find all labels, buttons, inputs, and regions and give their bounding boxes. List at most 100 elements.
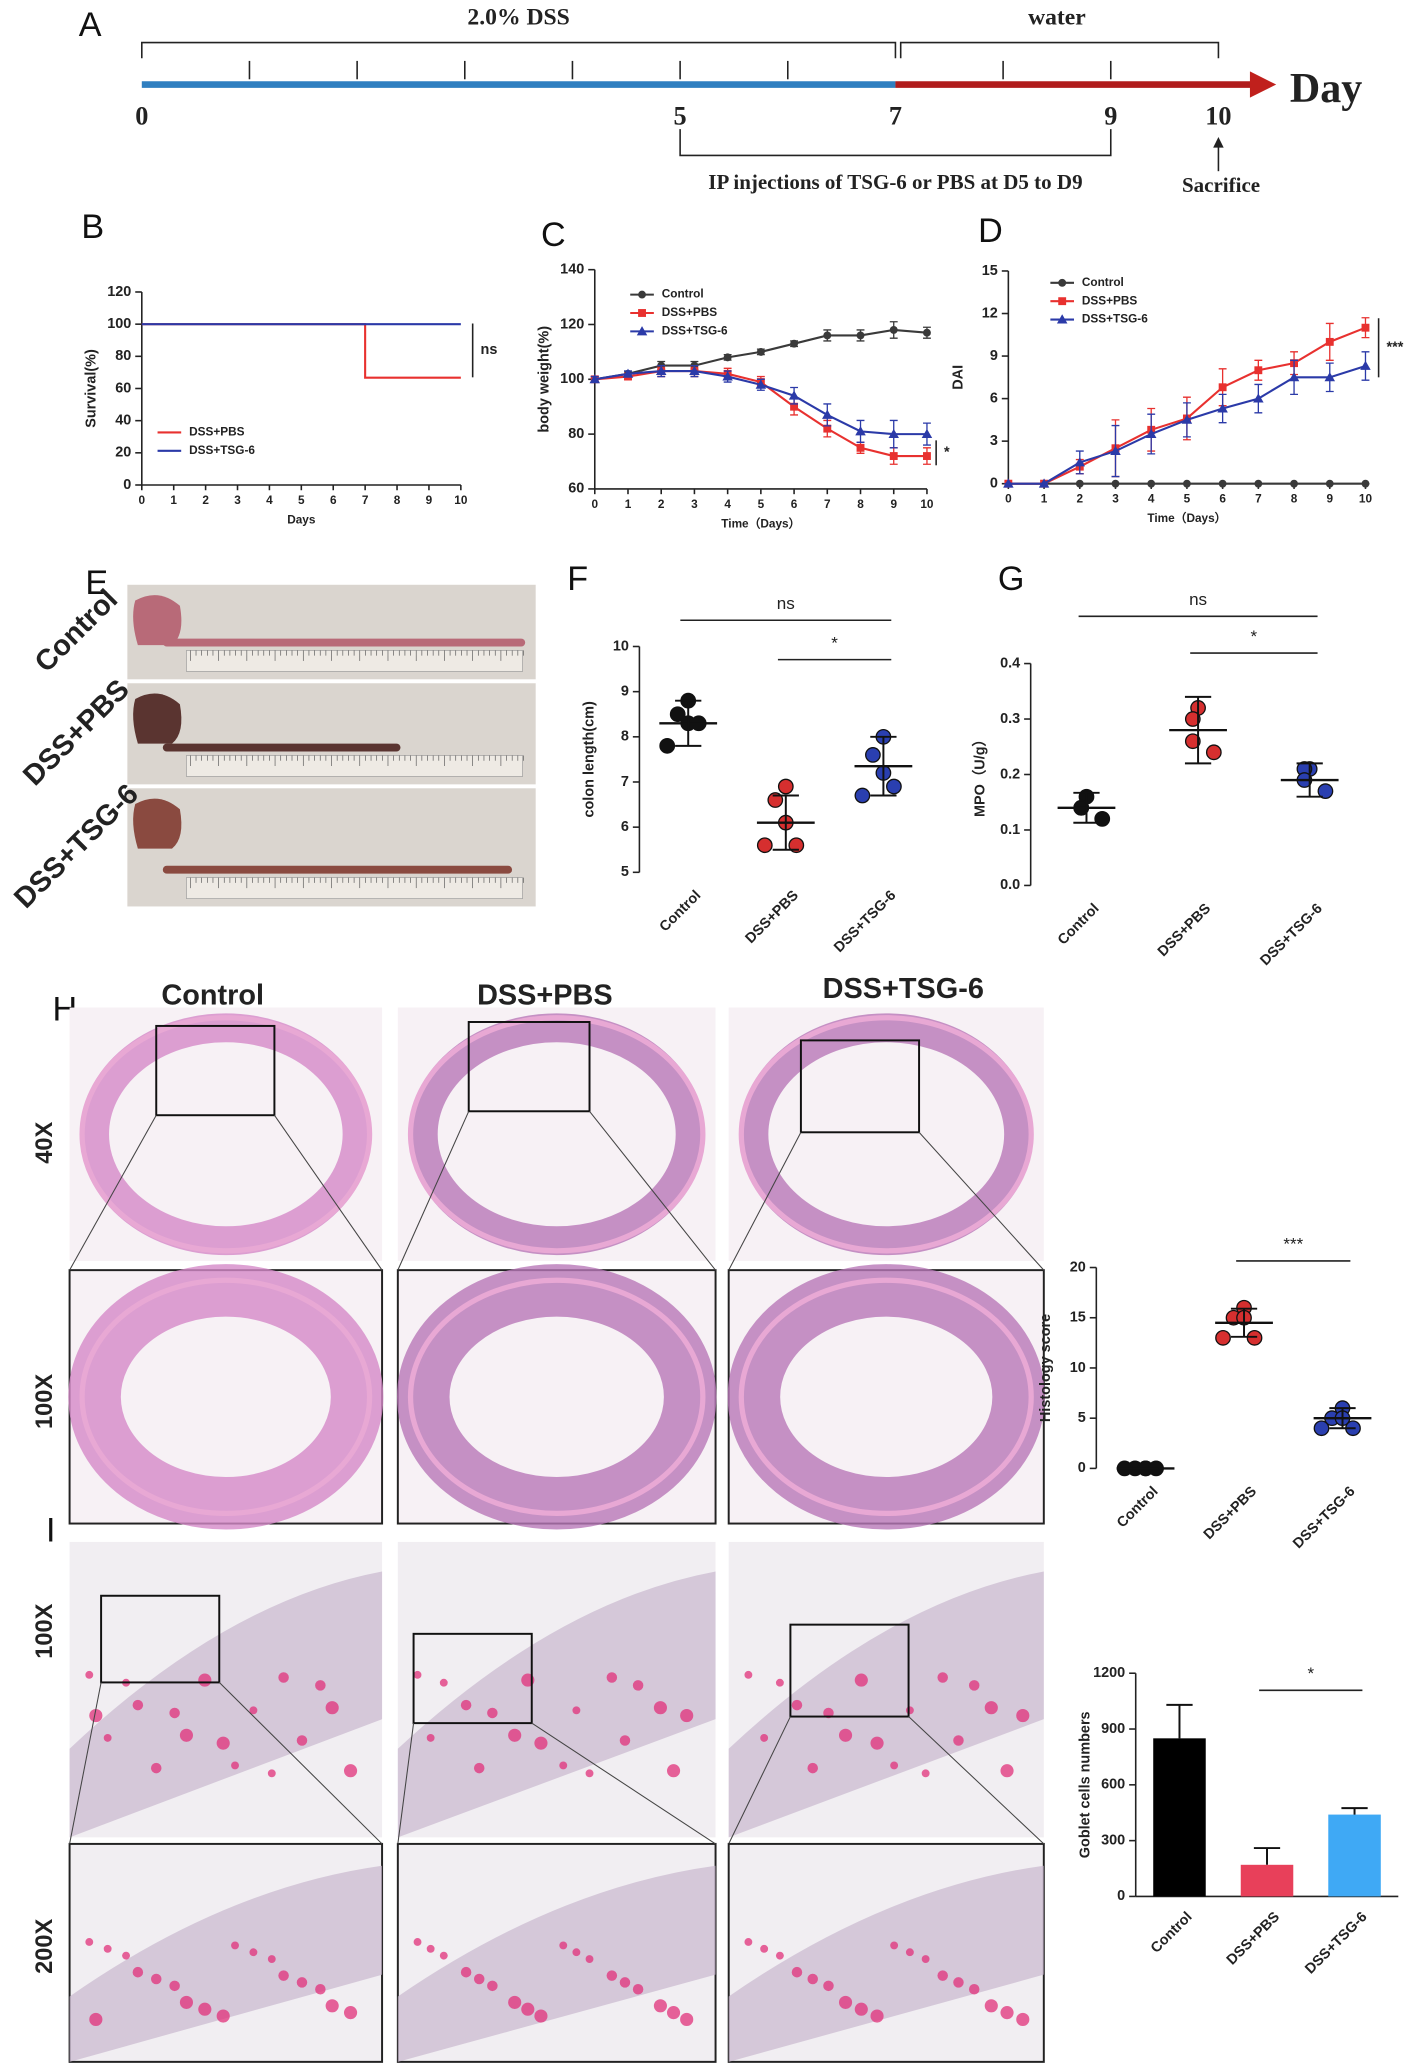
sd-bar	[1230, 1307, 1258, 1338]
sd-bar	[1329, 1407, 1356, 1430]
day-label: 9	[1104, 102, 1117, 131]
marker	[1290, 479, 1298, 488]
goblet-dot	[296, 1735, 308, 1746]
tissue-ring	[408, 1013, 705, 1256]
x-tick-label: Control	[1148, 1909, 1196, 1957]
goblet-dot	[132, 1966, 144, 1978]
marker	[1324, 372, 1336, 382]
goblet-dot	[854, 1673, 868, 1687]
data-point	[1094, 811, 1111, 827]
zoom-box	[467, 1021, 591, 1113]
timeline: 2.0% DSS water Day 0 5 7 9 10 IP injections of T…	[135, 4, 1362, 196]
x-tick-label: Control	[1114, 1484, 1162, 1532]
x-axis-label: Time（Days）	[721, 517, 800, 531]
goblet-dot	[89, 2012, 103, 2027]
goblet-dot	[169, 1707, 180, 1719]
ruler	[186, 755, 523, 777]
x-tick-label: 7	[362, 493, 369, 507]
goblet-dot	[325, 1999, 339, 2013]
x-tick-label: DSS+PBS	[1224, 1909, 1284, 1969]
panel-letter: F	[567, 560, 588, 598]
x-tick-label: 7	[824, 497, 831, 511]
marker	[1145, 428, 1157, 438]
legend-label: DSS+PBS	[662, 305, 718, 319]
marker	[638, 309, 646, 317]
panel-letter: I	[46, 1512, 55, 1550]
y-tick-label: 140	[560, 261, 584, 277]
day-label: 7	[889, 102, 902, 131]
marker	[1288, 372, 1300, 382]
zoom-line	[69, 1114, 157, 1271]
goblet-dot	[838, 1995, 853, 2009]
group-label: DSS+TSG-6	[823, 973, 984, 1005]
marker	[622, 368, 634, 378]
goblet-dot	[85, 1938, 94, 1946]
y-tick-label: 6	[990, 390, 998, 406]
goblet-dot	[534, 2009, 548, 2023]
bar	[1153, 1738, 1206, 1897]
marker	[856, 331, 865, 340]
goblet-dot	[85, 1670, 94, 1679]
marker	[888, 428, 899, 439]
y-tick-label: 15	[982, 263, 998, 279]
marker	[638, 290, 646, 299]
marker	[889, 452, 898, 460]
marker	[1253, 393, 1264, 403]
goblet-dot	[426, 1944, 435, 1953]
zoom-line	[531, 1722, 716, 1845]
panel-letter: G	[998, 560, 1025, 598]
annotation: ***	[1283, 1235, 1303, 1254]
goblet-dot	[122, 1951, 130, 1960]
zoom-line	[728, 1132, 802, 1271]
y-tick-label: 600	[1101, 1777, 1125, 1793]
goblet-dot	[267, 1769, 276, 1778]
goblet-dot	[1000, 1764, 1014, 1778]
x-tick-label: 9	[1326, 492, 1333, 506]
goblet-dot	[343, 1764, 358, 1778]
error-bar	[1166, 1703, 1193, 1739]
goblet-dot	[487, 1980, 498, 1992]
marker	[1075, 479, 1084, 488]
ruler	[186, 650, 523, 672]
magnification-label: 40X	[32, 1122, 58, 1164]
marker	[636, 326, 648, 336]
y-tick-label: 5	[1078, 1410, 1086, 1426]
x-tick-label: 2	[658, 497, 665, 511]
goblet-dot	[619, 1735, 631, 1746]
x-tick-label: 4	[1148, 492, 1155, 506]
goblet-dot	[315, 1680, 326, 1691]
marker	[723, 353, 732, 362]
marker	[722, 371, 733, 381]
x-tick-label: 0	[1005, 492, 1012, 506]
x-tick-label: 8	[1291, 492, 1298, 506]
day-label: 10	[1205, 102, 1231, 131]
x-tick-label: 1	[170, 493, 177, 507]
x-tick-label: 10	[454, 493, 468, 507]
x-tick-label: 5	[758, 497, 765, 511]
bar	[1328, 1814, 1381, 1897]
y-tick-label: 20	[115, 445, 131, 461]
tissue-ring	[739, 1013, 1034, 1256]
goblet-dot	[179, 1995, 194, 2009]
goblet-dot	[103, 1944, 112, 1953]
y-tick-label: 15	[1070, 1310, 1086, 1326]
marker	[889, 326, 898, 334]
goblet-dot	[572, 1706, 581, 1715]
goblet-dot	[216, 1736, 230, 1750]
y-axis-label: DAI	[950, 365, 966, 390]
zoom-box	[155, 1024, 276, 1117]
marker	[1181, 414, 1193, 424]
x-tick-label: 10	[920, 497, 934, 511]
marker	[856, 443, 865, 452]
x-tick-label: 9	[890, 497, 897, 511]
x-tick-label: 8	[857, 497, 864, 511]
x-tick-label: 8	[394, 493, 401, 507]
phase-bracket	[141, 41, 897, 59]
annotation: *	[831, 633, 838, 652]
sd-bar	[1184, 695, 1212, 765]
x-tick-label: 4	[266, 493, 273, 507]
arrow-head	[1249, 71, 1277, 98]
tissue	[69, 1571, 383, 1838]
goblet-dot	[296, 1977, 308, 1988]
goblet-dot	[666, 2006, 681, 2020]
